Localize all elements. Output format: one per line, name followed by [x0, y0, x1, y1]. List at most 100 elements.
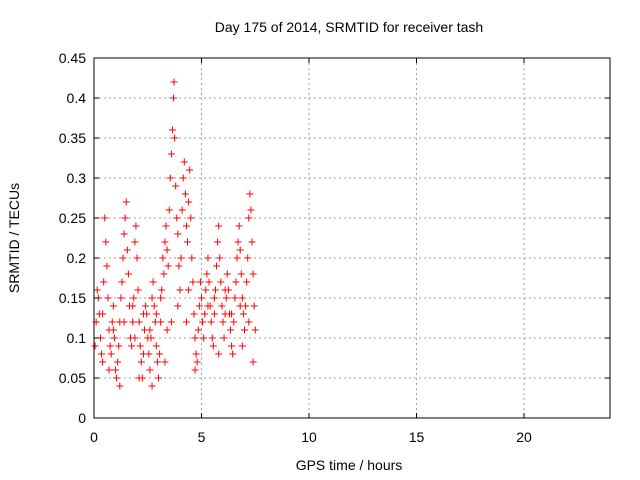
data-point — [216, 254, 224, 262]
plot-area-border — [93, 57, 611, 419]
data-point — [244, 254, 252, 262]
data-point — [122, 198, 130, 206]
data-point — [115, 342, 123, 350]
data-point — [251, 326, 259, 334]
data-point — [165, 206, 173, 214]
data-point — [130, 294, 138, 302]
data-point — [152, 342, 160, 350]
data-point — [167, 318, 175, 326]
y-axis-label: SRMTID / TECUs — [6, 183, 22, 293]
data-point — [112, 366, 119, 374]
data-point — [99, 358, 107, 366]
data-point — [117, 294, 125, 302]
data-point — [157, 294, 165, 302]
data-point — [168, 126, 176, 134]
data-point — [108, 318, 116, 326]
data-point — [174, 230, 182, 238]
data-point — [191, 366, 199, 374]
data-point — [152, 310, 160, 318]
data-point — [167, 150, 175, 158]
data-point — [155, 374, 162, 382]
data-point — [201, 310, 209, 318]
data-point — [166, 174, 174, 182]
data-point — [187, 214, 195, 222]
data-point — [238, 294, 246, 302]
data-point — [237, 270, 245, 278]
data-point — [175, 262, 183, 270]
data-point — [160, 270, 168, 278]
data-point — [109, 326, 117, 334]
data-point — [208, 334, 216, 342]
data-point — [170, 78, 178, 86]
y-tick-label: 0.05 — [59, 370, 86, 386]
data-point — [181, 190, 189, 198]
data-point — [207, 318, 215, 326]
y-axis-ticks: 0 0.05 0.1 0.15 0.2 0.25 0.3 0.35 0.4 0.45 — [59, 50, 610, 426]
data-point — [218, 302, 226, 310]
y-tick-label: 0.1 — [67, 330, 87, 346]
data-point — [109, 302, 117, 310]
data-point — [110, 334, 118, 342]
y-tick-label: 0.3 — [67, 170, 87, 186]
data-point — [174, 302, 182, 310]
data-point — [134, 286, 142, 294]
data-point — [192, 350, 200, 358]
data-point — [241, 326, 248, 334]
grid-lines — [94, 58, 610, 418]
data-point — [214, 238, 222, 246]
data-point — [249, 358, 257, 366]
data-point — [198, 294, 205, 302]
data-point — [128, 342, 136, 350]
data-point — [200, 334, 208, 342]
data-point — [202, 286, 210, 294]
data-point — [146, 326, 154, 334]
data-point — [238, 342, 246, 350]
data-point — [186, 166, 194, 174]
data-point — [193, 358, 201, 366]
data-point — [173, 214, 181, 222]
data-point — [142, 302, 150, 310]
data-point — [172, 182, 180, 190]
data-point — [104, 294, 112, 302]
x-tick-label: 20 — [516, 429, 532, 445]
data-point — [249, 270, 257, 278]
data-point — [91, 342, 99, 350]
data-point — [196, 278, 204, 286]
data-point — [150, 302, 158, 310]
data-point — [182, 318, 190, 326]
data-point — [163, 246, 171, 254]
data-point — [131, 334, 139, 342]
data-point — [215, 350, 223, 358]
data-point — [190, 310, 198, 318]
data-point — [228, 310, 236, 318]
data-point — [147, 334, 155, 342]
data-point — [102, 238, 110, 246]
data-point — [139, 310, 147, 318]
data-point — [235, 222, 243, 230]
data-point — [148, 382, 156, 390]
y-tick-label: 0.4 — [67, 90, 87, 106]
data-point — [191, 334, 199, 342]
data-point — [236, 246, 244, 254]
data-point — [246, 190, 254, 198]
data-point — [236, 302, 244, 310]
x-tick-label: 10 — [301, 429, 317, 445]
data-point — [248, 238, 256, 246]
x-tick-label: 0 — [90, 429, 98, 445]
data-point — [100, 278, 108, 286]
y-tick-label: 0.25 — [59, 210, 86, 226]
data-point — [219, 318, 227, 326]
data-point — [243, 278, 251, 286]
data-point — [205, 278, 213, 286]
data-point — [178, 206, 186, 214]
data-point — [121, 214, 129, 222]
chart-title: Day 175 of 2014, SRMTID for receiver tas… — [215, 19, 483, 35]
data-point — [103, 262, 111, 270]
data-point — [99, 310, 107, 318]
y-tick-label: 0.15 — [59, 290, 86, 306]
data-point — [185, 198, 193, 206]
data-point — [227, 326, 235, 334]
x-tick-label: 15 — [409, 429, 425, 445]
data-point — [101, 214, 109, 222]
data-point — [135, 374, 143, 382]
